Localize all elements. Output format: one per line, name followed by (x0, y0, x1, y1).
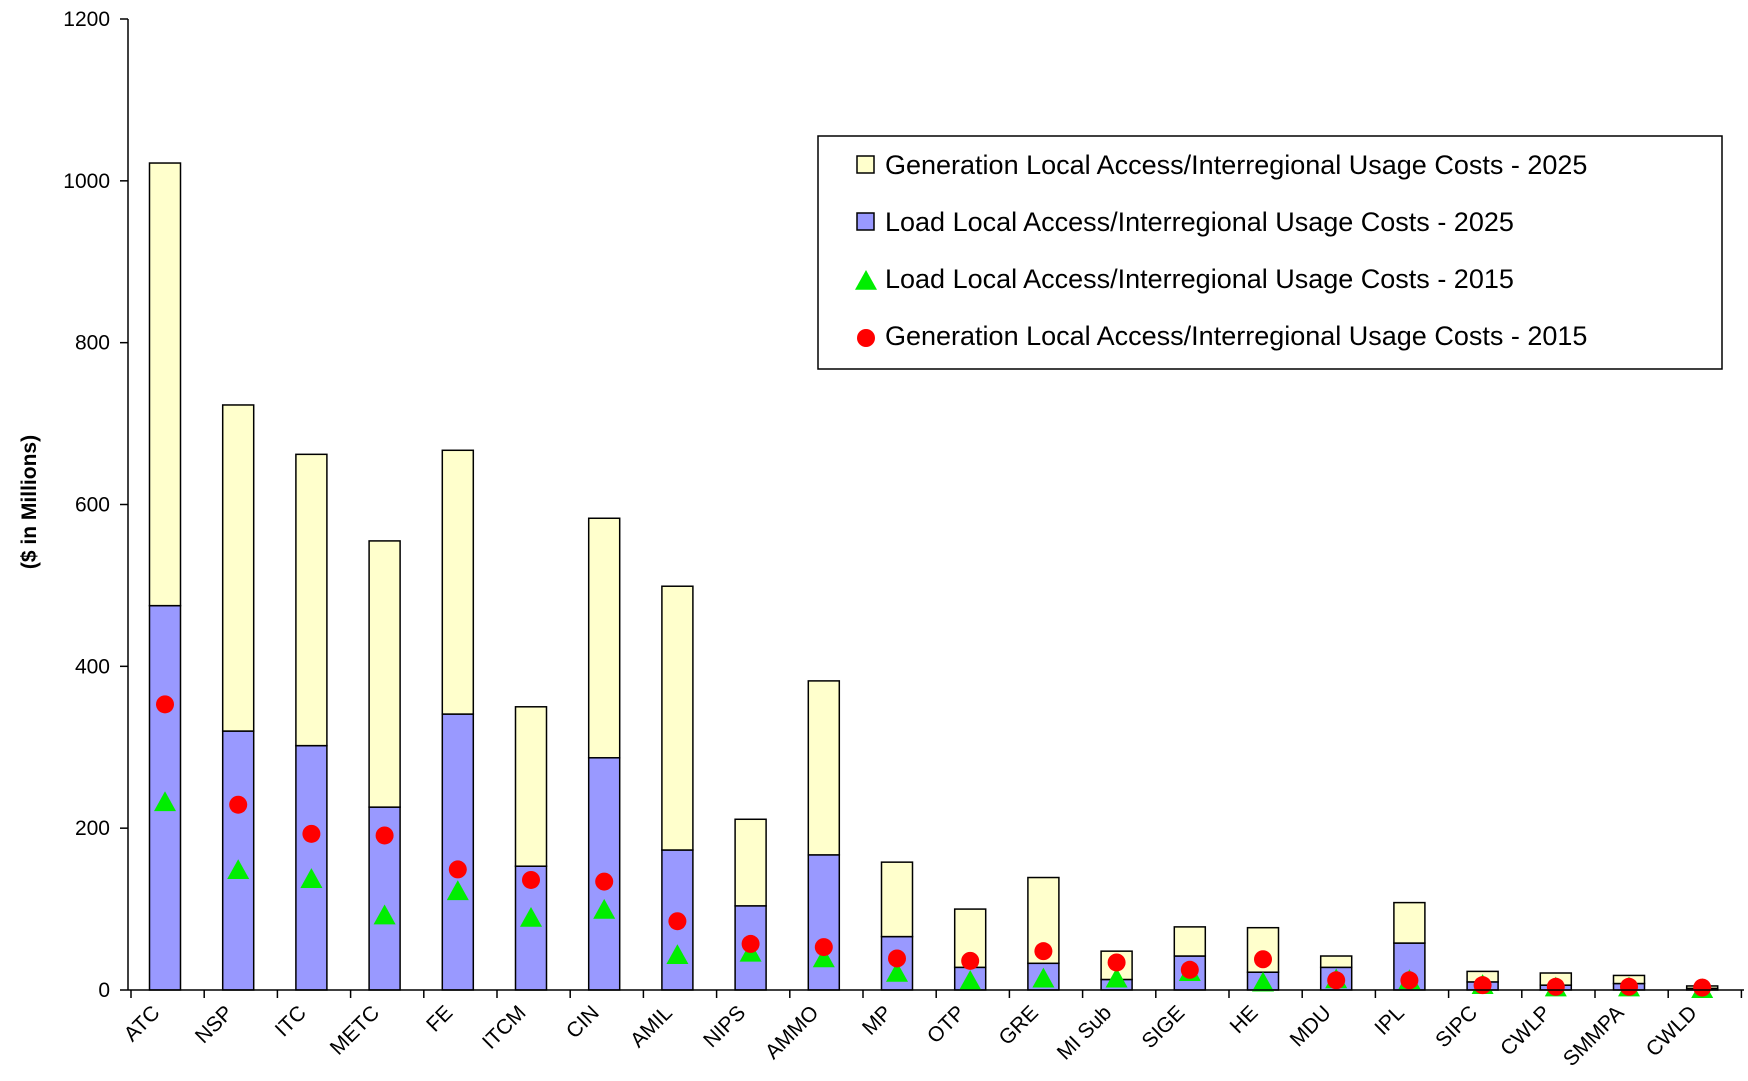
category-label: NIPS (699, 1001, 750, 1052)
x-axis: ATC NSP ITC METC FE ITCM CIN AMIL NIPS AMMO MP OTP G… (120, 989, 1744, 1071)
bar-segment (880, 861, 914, 938)
bar-segment (1393, 901, 1426, 944)
marker-circle (814, 938, 833, 957)
marker-circle (448, 860, 467, 879)
bar-segment (295, 453, 328, 747)
bar-segment (734, 818, 767, 907)
marker-triangle (1105, 967, 1128, 988)
legend-swatch (855, 270, 877, 290)
legend-entry: Generation Local Access/Interregional Us… (885, 150, 1587, 180)
category-label: IPL (1370, 1001, 1409, 1040)
legend-entry: Generation Local Access/Interregional Us… (885, 321, 1587, 351)
bar-segment (587, 517, 621, 759)
legend-swatch (856, 212, 875, 231)
marker-triangle (593, 898, 616, 919)
category-label: CWLD (1642, 1001, 1702, 1061)
marker-circle (741, 934, 760, 953)
legend-swatch (856, 155, 875, 174)
category-label: SMMPA (1559, 1001, 1629, 1071)
category-label: ATC (120, 1001, 165, 1046)
category-label: MP (858, 1001, 897, 1040)
category-label: CWLP (1496, 1001, 1555, 1060)
category-label: SIGE (1138, 1001, 1190, 1053)
marker-circle (1400, 971, 1419, 990)
y-tick-label: 1000 (63, 170, 110, 193)
y-axis-label: ($ in Millions) (18, 435, 41, 569)
bar-segment (221, 404, 255, 732)
category-label: GRE (994, 1001, 1042, 1049)
legend-entry: Load Local Access/Interregional Usage Co… (885, 264, 1514, 294)
bar-segment (661, 585, 694, 851)
marker-triangle (520, 906, 542, 927)
y-tick-label: 1200 (63, 8, 110, 31)
marker-circle (375, 826, 394, 845)
y-tick-label: 0 (98, 979, 110, 1002)
bar-segment (441, 713, 475, 991)
marker-triangle (227, 859, 250, 880)
marker-circle (1034, 942, 1053, 961)
bar-segment (514, 706, 548, 867)
category-label: CIN (562, 1001, 604, 1043)
marker-triangle (300, 868, 323, 888)
category-label: AMIL (626, 1001, 677, 1052)
marker-circle (1546, 977, 1565, 996)
marker-circle (1693, 978, 1712, 997)
marker-triangle (373, 904, 396, 925)
legend-frame (817, 135, 1723, 370)
marker-circle (1107, 953, 1126, 972)
marker-circle (1254, 950, 1272, 969)
category-label: METC (326, 1001, 384, 1059)
marker-circle (595, 872, 614, 891)
y-tick-label: 200 (75, 817, 110, 840)
marker-triangle (1032, 967, 1055, 988)
marker-circle (156, 695, 174, 714)
marker-circle (888, 949, 906, 968)
bar-segment (368, 540, 401, 808)
bar-segment (807, 854, 841, 991)
category-label: NSP (191, 1001, 238, 1048)
marker-triangle (812, 947, 835, 968)
bar-segment (1173, 926, 1207, 957)
category-label: MDU (1286, 1001, 1336, 1051)
y-tick-label: 800 (75, 332, 110, 355)
marker-circle (1180, 960, 1199, 979)
bar-segment (148, 162, 182, 607)
category-label: ITCM (478, 1001, 531, 1054)
category-label: SIPC (1431, 1001, 1482, 1052)
marker-triangle (886, 962, 908, 982)
marker-circle (961, 951, 980, 970)
marker-triangle (154, 791, 176, 812)
bar-segment (295, 744, 328, 991)
bar-segment (1246, 926, 1280, 973)
bar-segment (807, 680, 841, 856)
markers (154, 695, 1714, 998)
legend: Generation Local Access/Interregional Us… (817, 135, 1723, 370)
marker-circle (1327, 971, 1346, 990)
marker-circle (302, 824, 321, 843)
marker-circle (1620, 977, 1638, 996)
marker-triangle (1252, 971, 1274, 992)
legend-entry: Load Local Access/Interregional Usage Co… (885, 207, 1514, 237)
category-label: OTP (923, 1001, 970, 1048)
y-tick-label: 600 (75, 494, 110, 517)
bar-segment (1319, 955, 1353, 969)
marker-triangle (446, 880, 469, 901)
marker-circle (229, 795, 248, 814)
y-axis: 0 200 400 600 800 1000 1200 (63, 8, 129, 1002)
category-label: ITC (271, 1001, 311, 1041)
marker-triangle (666, 944, 689, 965)
bar-segment (441, 449, 475, 715)
category-label: MI Sub (1053, 1001, 1116, 1064)
marker-triangle (959, 970, 982, 990)
category-label: FE (422, 1001, 457, 1036)
legend-swatch (857, 329, 875, 347)
category-label: HE (1226, 1001, 1263, 1038)
marker-circle (668, 912, 687, 931)
category-label: AMMO (761, 1001, 823, 1063)
marker-circle (522, 870, 540, 889)
y-tick-label: 400 (75, 655, 110, 678)
marker-circle (1473, 976, 1492, 995)
